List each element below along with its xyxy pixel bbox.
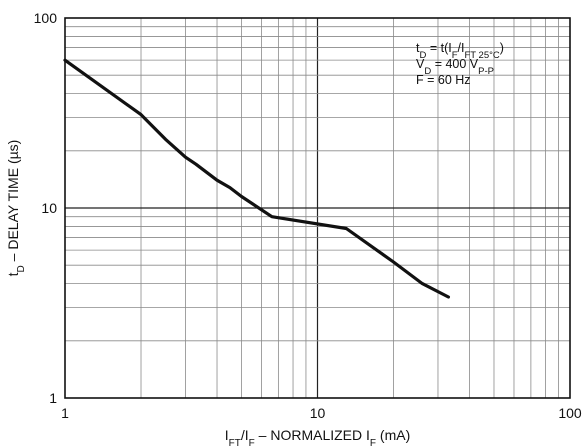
conditions-annotation: tD = t(IF/IFT 25°C)VD = 400 VP-PF = 60 H…: [416, 41, 504, 87]
plot-frame: [64, 17, 571, 399]
label-text: = t(I: [426, 41, 451, 55]
y-tick-label: 10: [41, 200, 57, 216]
annotation-line: F = 60 Hz: [416, 73, 471, 87]
x-tick-label: 10: [310, 405, 326, 421]
subscript-text: F: [249, 438, 255, 447]
annotation-line: VD = 400 VP-P: [416, 57, 494, 77]
annotation-line: tD = t(IF/IFT 25°C): [416, 41, 504, 61]
subscript-text: D: [419, 50, 426, 61]
data-series: [63, 58, 450, 299]
label-text: t: [5, 272, 21, 276]
y-axis-label: tD – DELAY TIME (µs): [5, 140, 27, 277]
y-tick-label: 1: [49, 390, 57, 406]
subscript-text: D: [16, 265, 27, 272]
label-text: – NORMALIZED I: [255, 427, 370, 443]
label-text: – DELAY TIME (µs): [5, 140, 21, 266]
subscript-text: F: [370, 438, 376, 447]
x-tick-label: 1: [61, 405, 69, 421]
grid: [65, 18, 570, 398]
label-text: F = 60 Hz: [416, 73, 471, 87]
subscript-text: P-P: [478, 66, 494, 77]
label-text: /I: [458, 41, 465, 55]
subscript-text: D: [424, 66, 431, 77]
x-axis-label: IFT/IF – NORMALIZED IF (mA): [225, 427, 410, 447]
label-text: V: [416, 57, 425, 71]
label-text: t: [416, 41, 420, 55]
subscript-text: FT: [229, 438, 241, 447]
label-text: I: [225, 427, 229, 443]
y-tick-labels: 1 10 100: [34, 10, 58, 406]
label-text: /I: [241, 427, 249, 443]
series-line: [63, 58, 450, 299]
subscript-text: F: [452, 50, 458, 61]
x-tick-label: 100: [558, 405, 582, 421]
label-text: = 400 V: [431, 57, 479, 71]
x-tick-labels: 1 10 100: [61, 405, 582, 421]
label-text: ): [500, 41, 504, 55]
y-tick-label: 100: [34, 10, 58, 26]
label-text: (mA): [376, 427, 410, 443]
subscript-text: FT 25°C: [464, 50, 499, 61]
